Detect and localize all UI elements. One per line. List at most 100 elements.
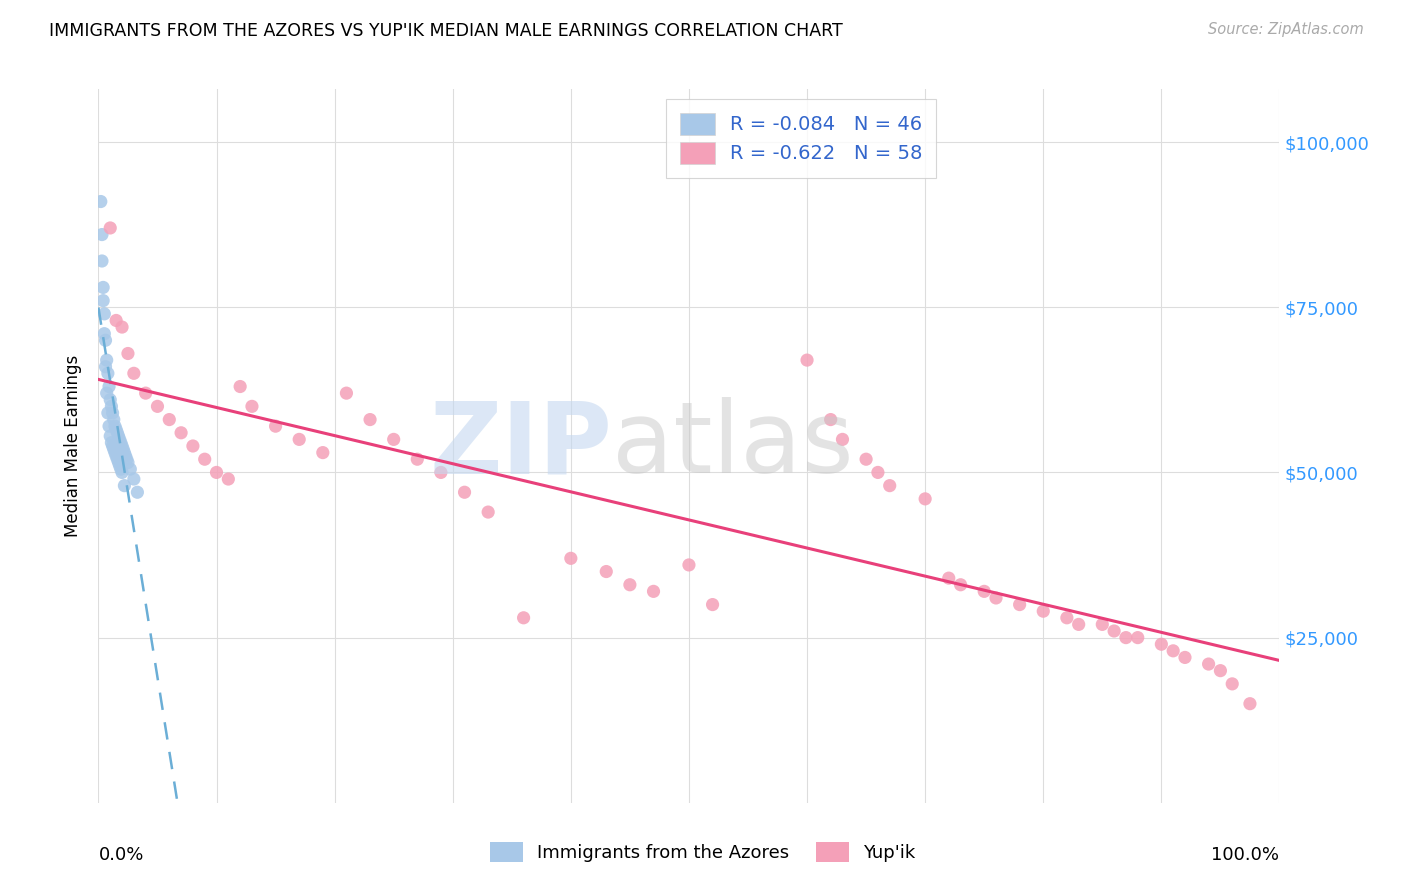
Point <box>103 412 125 426</box>
Point <box>98 221 121 235</box>
Point <box>91 227 114 242</box>
Point <box>1126 631 1149 645</box>
Point <box>1198 657 1220 671</box>
Point <box>1102 624 1125 638</box>
Point <box>1067 617 1090 632</box>
Point <box>105 449 128 463</box>
Point <box>96 386 118 401</box>
Point <box>91 280 114 294</box>
Point <box>312 445 335 459</box>
Legend: Immigrants from the Azores, Yup'ik: Immigrants from the Azores, Yup'ik <box>484 834 922 870</box>
Point <box>938 571 960 585</box>
Point <box>170 425 193 440</box>
Point <box>855 452 877 467</box>
Point <box>101 439 124 453</box>
Point <box>120 462 142 476</box>
Point <box>181 439 204 453</box>
Point <box>114 449 136 463</box>
Point <box>205 466 228 480</box>
Y-axis label: Median Male Earnings: Median Male Earnings <box>65 355 83 537</box>
Point <box>127 485 149 500</box>
Point <box>382 433 405 447</box>
Point <box>104 419 127 434</box>
Point <box>973 584 995 599</box>
Point <box>135 386 157 401</box>
Point <box>359 412 381 426</box>
Point <box>107 456 129 470</box>
Point <box>105 313 128 327</box>
Point <box>1174 650 1197 665</box>
Point <box>91 254 114 268</box>
Point <box>619 578 641 592</box>
Point <box>1008 598 1031 612</box>
Point <box>984 591 1007 605</box>
Point <box>702 598 724 612</box>
Point <box>93 326 115 341</box>
Point <box>1032 604 1054 618</box>
Point <box>229 379 252 393</box>
Point <box>112 445 135 459</box>
Point <box>91 293 114 308</box>
Point <box>866 466 889 480</box>
Point <box>98 379 121 393</box>
Point <box>105 422 128 436</box>
Point <box>406 452 429 467</box>
Point <box>111 466 134 480</box>
Point <box>879 478 901 492</box>
Point <box>105 452 128 467</box>
Point <box>949 578 972 592</box>
Point <box>288 433 311 447</box>
Point <box>1115 631 1137 645</box>
Text: 100.0%: 100.0% <box>1212 846 1279 863</box>
Point <box>117 346 139 360</box>
Point <box>122 367 145 381</box>
Point <box>217 472 239 486</box>
Point <box>453 485 475 500</box>
Text: atlas: atlas <box>612 398 853 494</box>
Point <box>108 458 131 473</box>
Point <box>104 445 127 459</box>
Legend: R = -0.084   N = 46, R = -0.622   N = 58: R = -0.084 N = 46, R = -0.622 N = 58 <box>666 99 936 178</box>
Point <box>111 439 134 453</box>
Point <box>98 419 121 434</box>
Point <box>101 406 124 420</box>
Point <box>477 505 499 519</box>
Point <box>560 551 582 566</box>
Point <box>643 584 665 599</box>
Point <box>1161 644 1184 658</box>
Point <box>94 359 117 374</box>
Text: IMMIGRANTS FROM THE AZORES VS YUP'IK MEDIAN MALE EARNINGS CORRELATION CHART: IMMIGRANTS FROM THE AZORES VS YUP'IK MED… <box>49 22 844 40</box>
Point <box>146 400 169 414</box>
Point <box>1209 664 1232 678</box>
Point <box>111 320 134 334</box>
Point <box>100 435 122 450</box>
Point <box>112 442 135 457</box>
Point <box>157 412 180 426</box>
Point <box>264 419 287 434</box>
Point <box>103 442 125 457</box>
Text: 0.0%: 0.0% <box>98 846 143 863</box>
Point <box>97 367 120 381</box>
Point <box>98 429 121 443</box>
Point <box>595 565 617 579</box>
Text: ZIP: ZIP <box>429 398 612 494</box>
Point <box>194 452 217 467</box>
Point <box>110 435 132 450</box>
Point <box>93 307 115 321</box>
Point <box>97 406 120 420</box>
Point <box>335 386 357 401</box>
Point <box>105 425 128 440</box>
Point <box>430 466 453 480</box>
Text: Source: ZipAtlas.com: Source: ZipAtlas.com <box>1208 22 1364 37</box>
Point <box>512 611 534 625</box>
Point <box>110 462 132 476</box>
Point <box>100 400 122 414</box>
Point <box>914 491 936 506</box>
Point <box>122 472 145 486</box>
Point <box>112 478 135 492</box>
Point <box>1220 677 1243 691</box>
Point <box>115 452 138 467</box>
Point <box>117 456 139 470</box>
Point <box>796 353 818 368</box>
Point <box>831 433 853 447</box>
